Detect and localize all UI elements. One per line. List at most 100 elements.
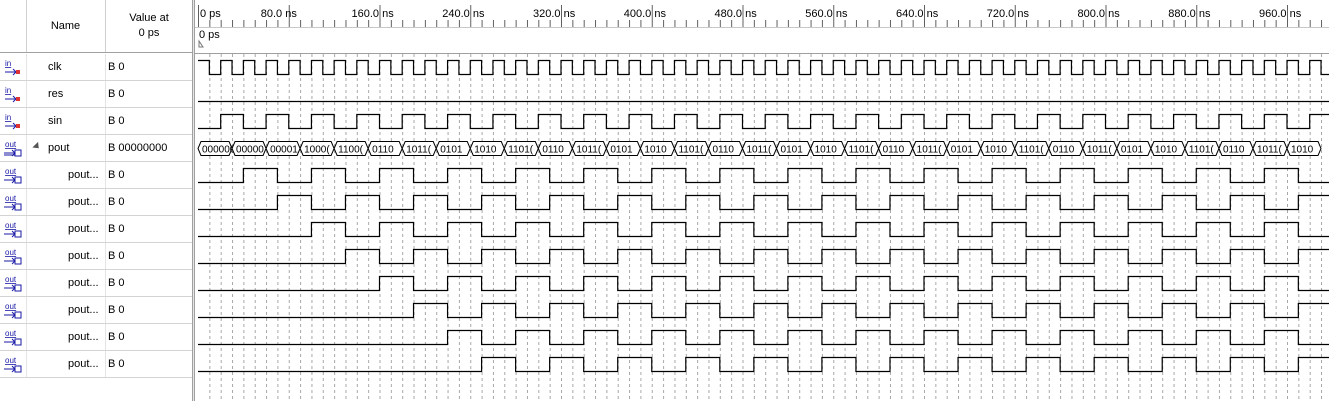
signal-row[interactable]: in clk B 0 xyxy=(0,54,192,81)
pout-bus-value: 00000 xyxy=(236,145,264,156)
signal-value: B 0 xyxy=(108,115,125,127)
pout-bus-segment xyxy=(1286,141,1322,156)
pout-bus-value: 0101 xyxy=(610,145,633,156)
output-bus-icon: out xyxy=(2,139,22,157)
ruler-tick-label: 160.0 ns xyxy=(352,8,395,20)
signal-row[interactable]: out pout... B 0 xyxy=(0,270,192,297)
ruler-tick-label: 720.0 ns xyxy=(987,8,1030,20)
ruler-tick-label: 640.0 ns xyxy=(896,8,939,20)
signal-value: B 0 xyxy=(108,88,125,100)
pout-bus-value: 0110 xyxy=(1053,145,1075,156)
pout-bus-value: 1011( xyxy=(747,145,773,156)
pout-bus-value: 1101( xyxy=(508,145,534,156)
input-pin-icon: in xyxy=(2,85,22,103)
pout-bus-value: 1010 xyxy=(985,145,1008,156)
output-pin-icon: out xyxy=(2,355,22,373)
signal-row[interactable]: out pout... B 0 xyxy=(0,351,192,378)
pout-bus-value: 1101( xyxy=(1019,145,1045,156)
signal-name: pout... xyxy=(68,358,99,370)
output-pin-icon: out xyxy=(2,328,22,346)
signal-value: B 0 xyxy=(108,277,125,289)
signal-row[interactable]: out pout... B 0 xyxy=(0,189,192,216)
pout-bus-value: 1011( xyxy=(1087,145,1113,156)
pane-splitter[interactable] xyxy=(192,0,195,401)
signal-row[interactable]: out pout... B 0 xyxy=(0,162,192,189)
output-pin-icon: out xyxy=(2,220,22,238)
signal-name: res xyxy=(48,88,64,100)
ruler-tick-label: 800.0 ns xyxy=(1078,8,1121,20)
header-icon-column xyxy=(0,0,27,52)
signal-name: sin xyxy=(48,115,63,127)
name-column-header[interactable]: Name xyxy=(26,0,106,52)
signal-name: pout... xyxy=(68,196,99,208)
pout-bus-value: 0110 xyxy=(372,145,394,156)
pout-bus-value: 1101( xyxy=(849,145,875,156)
signal-name: pout... xyxy=(68,169,99,181)
output-pin-icon: out xyxy=(2,166,22,184)
value-column-header[interactable]: Value at 0 ps xyxy=(129,12,169,39)
signal-name: pout... xyxy=(68,331,99,343)
svg-text:out: out xyxy=(5,275,17,284)
input-pin-icon: in xyxy=(2,112,22,130)
pout-bus-value: 1010 xyxy=(474,145,497,156)
ruler-tick-label: 880.0 ns xyxy=(1168,8,1211,20)
pout-bit-trace xyxy=(198,275,1329,292)
clk-trace xyxy=(198,59,1329,76)
pout-bus-value: 0110 xyxy=(1223,145,1245,156)
signal-row[interactable]: out pout... B 0 xyxy=(0,216,192,243)
svg-text:out: out xyxy=(5,248,17,257)
pout-bus-value: 0101 xyxy=(951,145,974,156)
ruler-tick-label: 0 ps xyxy=(200,8,221,20)
ruler-tick-label: 80.0 ns xyxy=(261,8,298,20)
collapse-arrow-icon[interactable] xyxy=(32,141,42,152)
pout-bit-trace xyxy=(198,221,1329,238)
time-grid xyxy=(209,54,1323,401)
signal-value: B 0 xyxy=(108,358,125,370)
pout-bus-value: 1100( xyxy=(338,145,364,156)
signal-row[interactable]: out pout B 00000000 xyxy=(0,135,192,162)
waveform-panel[interactable]: 0 ps 80.0 ns 160.0 ns 240.0 ns 320.0 ns 400.0… xyxy=(195,0,1329,401)
svg-text:in: in xyxy=(5,113,11,122)
signal-name: pout... xyxy=(68,250,99,262)
row-divider xyxy=(26,270,27,296)
cursor-marker-icon xyxy=(198,39,204,48)
svg-text:in: in xyxy=(5,59,11,68)
row-divider xyxy=(105,216,106,242)
ruler-tick-label: 400.0 ns xyxy=(624,8,667,20)
row-divider xyxy=(105,135,106,161)
pout-bus-value: 0110 xyxy=(712,145,734,156)
ruler-tick-label: 560.0 ns xyxy=(805,8,848,20)
row-divider xyxy=(105,108,106,134)
signal-row[interactable]: out pout... B 0 xyxy=(0,324,192,351)
row-divider xyxy=(105,270,106,296)
row-divider xyxy=(105,243,106,269)
signal-value: B 0 xyxy=(108,223,125,235)
row-divider xyxy=(26,108,27,134)
svg-text:in: in xyxy=(5,86,11,95)
row-divider xyxy=(105,81,106,107)
pout-bit-trace xyxy=(198,167,1329,184)
signal-row[interactable]: in sin B 0 xyxy=(0,108,192,135)
row-divider xyxy=(105,162,106,188)
sin-trace xyxy=(198,113,1329,130)
pout-bus-value: 1010 xyxy=(815,145,838,156)
signal-value: B 0 xyxy=(108,331,125,343)
time-ruler[interactable]: 0 ps 80.0 ns 160.0 ns 240.0 ns 320.0 ns 400.0… xyxy=(195,0,1329,54)
svg-text:out: out xyxy=(5,329,17,338)
ruler-tick-label: 320.0 ns xyxy=(533,8,576,20)
signal-row[interactable]: out pout... B 0 xyxy=(0,243,192,270)
svg-text:out: out xyxy=(5,140,17,149)
pout-bus-value: 0101 xyxy=(1121,145,1144,156)
signal-row[interactable]: in res B 0 xyxy=(0,81,192,108)
row-divider xyxy=(26,81,27,107)
row-divider xyxy=(26,243,27,269)
svg-text:out: out xyxy=(5,356,17,365)
row-divider xyxy=(26,297,27,323)
row-divider xyxy=(26,351,27,377)
output-pin-icon: out xyxy=(2,274,22,292)
pout-bus-value: 1010 xyxy=(1155,145,1178,156)
pout-bus-value: 1011( xyxy=(1257,145,1283,156)
signal-row[interactable]: out pout... B 0 xyxy=(0,297,192,324)
pout-bus-value: 1000( xyxy=(304,145,330,156)
